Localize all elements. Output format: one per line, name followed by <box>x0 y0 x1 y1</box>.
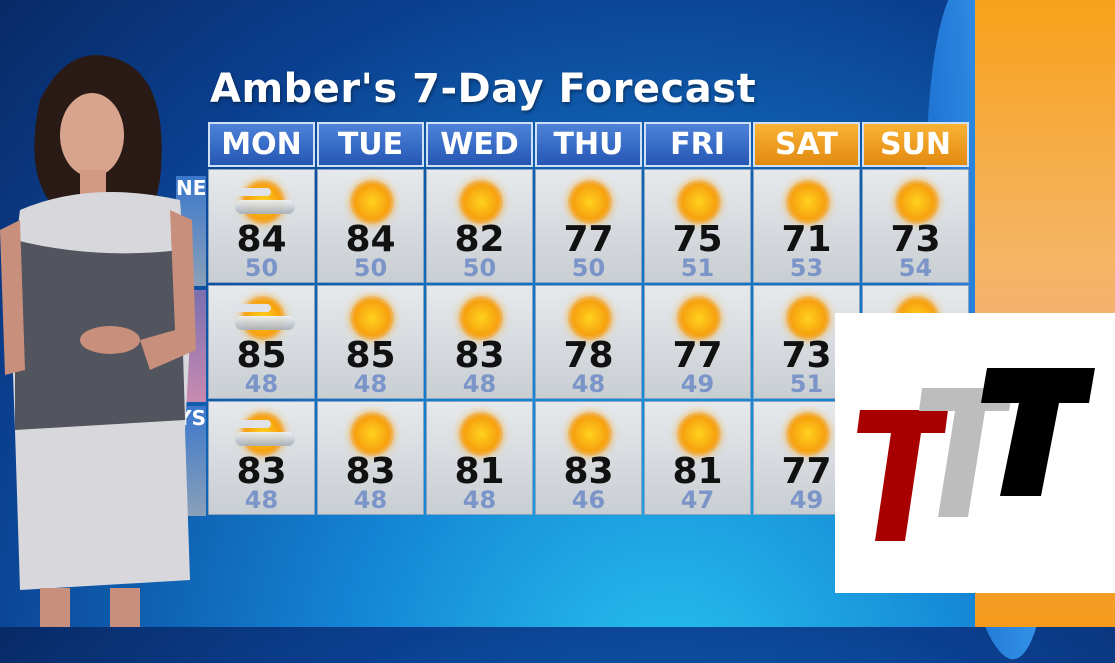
forecast-cell: 77 49 <box>644 285 751 399</box>
high-temp: 82 <box>454 219 505 260</box>
forecast-cell: 84 50 <box>317 169 424 283</box>
high-temp: 71 <box>781 219 832 260</box>
sun-icon <box>459 180 503 224</box>
high-temp: 83 <box>236 451 287 492</box>
forecast-cell: 83 48 <box>208 401 315 515</box>
low-temp: 48 <box>571 370 606 398</box>
sun-icon <box>350 296 394 340</box>
high-temp: 84 <box>236 219 287 260</box>
day-header-fri: FRI <box>644 122 751 167</box>
cloud-icon <box>231 420 271 428</box>
sun-icon <box>350 180 394 224</box>
forecast-cell: 78 48 <box>535 285 642 399</box>
day-header-tue: TUE <box>317 122 424 167</box>
high-temp: 85 <box>236 335 287 376</box>
forecast-title: Amber's 7-Day Forecast <box>210 66 757 112</box>
side-label-text: NES <box>176 176 206 200</box>
forecast-cell: 71 53 <box>753 169 860 283</box>
sun-icon <box>459 296 503 340</box>
sun-icon <box>677 412 721 456</box>
cloud-icon <box>235 432 295 446</box>
forecast-cell: 82 50 <box>426 169 533 283</box>
forecast-cell: 83 48 <box>317 401 424 515</box>
low-temp: 51 <box>789 370 824 398</box>
high-temp: 73 <box>890 219 941 260</box>
sun-icon <box>786 296 830 340</box>
sun-icon <box>568 412 612 456</box>
forecast-cell: 75 51 <box>644 169 751 283</box>
forecast-cell: 77 50 <box>535 169 642 283</box>
day-header-wed: WED <box>426 122 533 167</box>
forecast-cell: 83 46 <box>535 401 642 515</box>
low-temp: 48 <box>244 486 279 514</box>
low-temp: 48 <box>353 486 388 514</box>
sun-icon <box>568 180 612 224</box>
high-temp: 81 <box>672 451 723 492</box>
high-temp: 77 <box>563 219 614 260</box>
low-temp: 48 <box>353 370 388 398</box>
low-temp: 48 <box>462 370 497 398</box>
low-temp: 53 <box>789 254 824 282</box>
low-temp: 51 <box>680 254 715 282</box>
low-temp: 49 <box>789 486 824 514</box>
sun-icon <box>895 180 939 224</box>
high-temp: 83 <box>345 451 396 492</box>
forecast-cell: 84 50 <box>208 169 315 283</box>
ttt-logo <box>835 313 1115 593</box>
day-header-mon: MON <box>208 122 315 167</box>
day-header-thu: THU <box>535 122 642 167</box>
low-temp: 50 <box>571 254 606 282</box>
low-temp: 48 <box>244 370 279 398</box>
sun-icon <box>350 412 394 456</box>
presenter-image <box>0 55 196 627</box>
cloud-icon <box>231 188 271 196</box>
forecast-cell: 81 48 <box>426 401 533 515</box>
low-temp: 47 <box>680 486 715 514</box>
low-temp: 48 <box>462 486 497 514</box>
high-temp: 73 <box>781 335 832 376</box>
cloud-icon <box>235 316 295 330</box>
high-temp: 78 <box>563 335 614 376</box>
low-temp: 50 <box>353 254 388 282</box>
forecast-cell: 73 54 <box>862 169 969 283</box>
forecast-grid: MON TUE WED THU FRI SAT SUN 84 50 84 50 82 50 77 50 75 5… <box>208 122 969 515</box>
sun-icon <box>786 412 830 456</box>
high-temp: 81 <box>454 451 505 492</box>
low-temp: 46 <box>571 486 606 514</box>
low-temp: 50 <box>244 254 279 282</box>
day-header-sun: SUN <box>862 122 969 167</box>
sun-icon <box>677 180 721 224</box>
low-temp: 50 <box>462 254 497 282</box>
high-temp: 77 <box>781 451 832 492</box>
high-temp: 84 <box>345 219 396 260</box>
sun-icon <box>786 180 830 224</box>
cloud-icon <box>231 304 271 312</box>
sun-icon <box>459 412 503 456</box>
high-temp: 83 <box>563 451 614 492</box>
high-temp: 75 <box>672 219 723 260</box>
day-header-sat: SAT <box>753 122 860 167</box>
high-temp: 85 <box>345 335 396 376</box>
cloud-icon <box>235 200 295 214</box>
logo-mark <box>857 368 1095 541</box>
low-temp: 54 <box>898 254 933 282</box>
forecast-cell: 85 48 <box>208 285 315 399</box>
forecast-cell: 85 48 <box>317 285 424 399</box>
forecast-cell: 81 47 <box>644 401 751 515</box>
sun-icon <box>677 296 721 340</box>
sun-icon <box>568 296 612 340</box>
high-temp: 77 <box>672 335 723 376</box>
forecast-cell: 83 48 <box>426 285 533 399</box>
high-temp: 83 <box>454 335 505 376</box>
low-temp: 49 <box>680 370 715 398</box>
